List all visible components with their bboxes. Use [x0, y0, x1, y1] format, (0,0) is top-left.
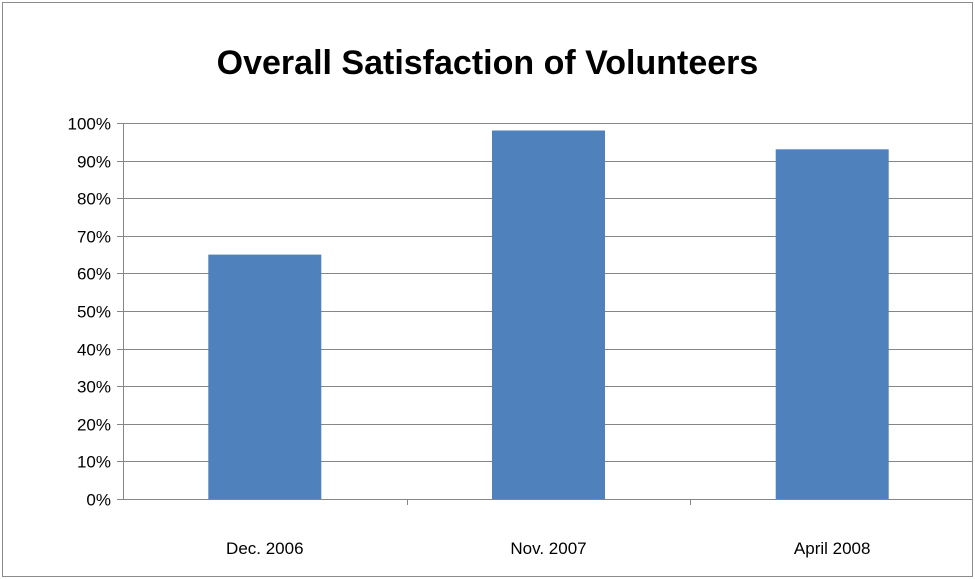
y-axis-tick-label: 40% — [77, 341, 111, 360]
y-axis-tick-label: 90% — [77, 153, 111, 172]
y-axis-tick-label: 50% — [77, 303, 111, 322]
x-axis-tick-label: April 2008 — [794, 539, 871, 558]
x-axis-tick-label: Dec. 2006 — [226, 539, 304, 558]
x-axis-tick-label: Nov. 2007 — [510, 539, 586, 558]
bar — [492, 130, 605, 499]
y-axis-tick-label: 0% — [86, 491, 111, 510]
bars — [208, 130, 889, 500]
y-axis-tick-label: 10% — [77, 453, 111, 472]
y-axis-tick-label: 100% — [68, 115, 111, 134]
y-axis-tick-label: 60% — [77, 265, 111, 284]
y-axis-tick-label: 80% — [77, 190, 111, 209]
y-axis-tick-labels: 0% 10% 20% 30% 40% 50% 60% 70% 80% 90% 100% — [68, 115, 111, 510]
bar-chart-plot: 0% 10% 20% 30% 40% 50% 60% 70% 80% 90% 100% Dec. 2… — [68, 115, 972, 558]
y-axis-tick-label: 70% — [77, 228, 111, 247]
bar — [208, 254, 322, 499]
chart-title: Overall Satisfaction of Volunteers — [216, 44, 759, 82]
y-axis-tick-label: 30% — [77, 378, 111, 397]
bar — [775, 149, 889, 500]
x-axis-tick-labels: Dec. 2006 Nov. 2007 April 2008 — [226, 499, 870, 558]
y-axis-tick-label: 20% — [77, 416, 111, 435]
